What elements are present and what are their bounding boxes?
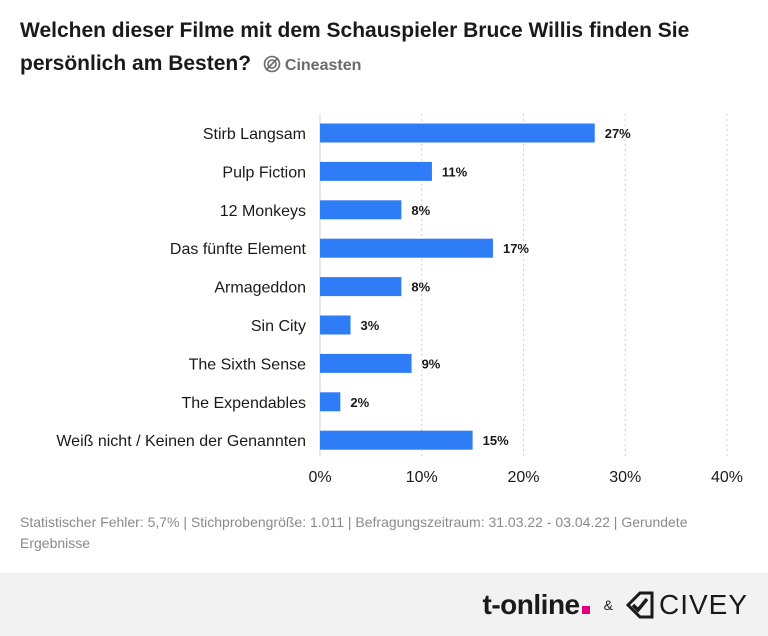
- civey-logo[interactable]: CIVEY: [625, 589, 748, 621]
- value-labels: 27% 11% 8% 17% 8% 3% 9% 2% 15%: [350, 126, 631, 448]
- value-label: 15%: [483, 433, 509, 448]
- x-tick-label: 30%: [609, 469, 641, 486]
- civey-check-icon: [625, 591, 654, 619]
- brand-separator: &: [603, 597, 613, 613]
- x-tick-label: 10%: [406, 469, 438, 486]
- category-labels: Stirb Langsam Pulp Fiction 12 Monkeys Das f…: [56, 126, 306, 450]
- category-label: Weiß nicht / Keinen der Genannten: [56, 433, 306, 450]
- title-block: Welchen dieser Filme mit dem Schauspiele…: [20, 14, 750, 82]
- t-online-logo[interactable]: t-online: [483, 589, 590, 621]
- bar-chart: Stirb Langsam Pulp Fiction 12 Monkeys Das f…: [56, 114, 743, 486]
- x-tick-label: 20%: [507, 469, 539, 486]
- category-label: The Expendables: [181, 395, 306, 412]
- bar[interactable]: [320, 123, 595, 143]
- value-label: 11%: [442, 164, 468, 179]
- chart-title-text: Welchen dieser Filme mit dem Schauspiele…: [20, 19, 690, 75]
- bars: [320, 123, 595, 450]
- value-label: 8%: [411, 280, 430, 295]
- value-label: 8%: [411, 203, 430, 218]
- t-online-logo-text: t-online: [482, 589, 581, 620]
- value-label: 3%: [361, 318, 380, 333]
- x-axis-ticks: 0% 10% 20% 30% 40%: [308, 469, 743, 486]
- category-label: Armageddon: [214, 280, 306, 297]
- x-tick-label: 0%: [308, 469, 331, 486]
- t-online-dot-icon: [581, 606, 590, 614]
- bar[interactable]: [320, 238, 493, 258]
- value-label: 27%: [605, 126, 631, 141]
- target-icon: [263, 55, 281, 73]
- chart-title: Welchen dieser Filme mit dem Schauspiele…: [20, 14, 750, 82]
- bar[interactable]: [320, 277, 402, 297]
- value-label: 2%: [350, 395, 369, 410]
- footer-brands: t-online & CIVEY: [483, 587, 748, 623]
- footnote: Statistischer Fehler: 5,7% | Stichproben…: [20, 514, 688, 551]
- panel-label: Cineasten: [284, 57, 362, 74]
- bar[interactable]: [320, 161, 432, 181]
- category-label: The Sixth Sense: [189, 356, 307, 373]
- panel-tag[interactable]: Cineasten: [257, 47, 361, 82]
- category-label: Sin City: [251, 318, 306, 335]
- bar[interactable]: [320, 430, 473, 450]
- value-label: 17%: [503, 241, 529, 256]
- category-label: Das fünfte Element: [170, 241, 307, 258]
- category-label: Stirb Langsam: [203, 126, 306, 143]
- bar[interactable]: [320, 392, 341, 412]
- bar[interactable]: [320, 200, 402, 220]
- value-label: 9%: [422, 356, 441, 371]
- x-tick-label: 40%: [711, 469, 743, 486]
- category-label: Pulp Fiction: [222, 164, 306, 181]
- category-label: 12 Monkeys: [220, 203, 306, 220]
- civey-logo-text: CIVEY: [658, 589, 748, 620]
- bar[interactable]: [320, 353, 412, 373]
- bar[interactable]: [320, 315, 351, 335]
- footer: t-online & CIVEY: [0, 573, 768, 636]
